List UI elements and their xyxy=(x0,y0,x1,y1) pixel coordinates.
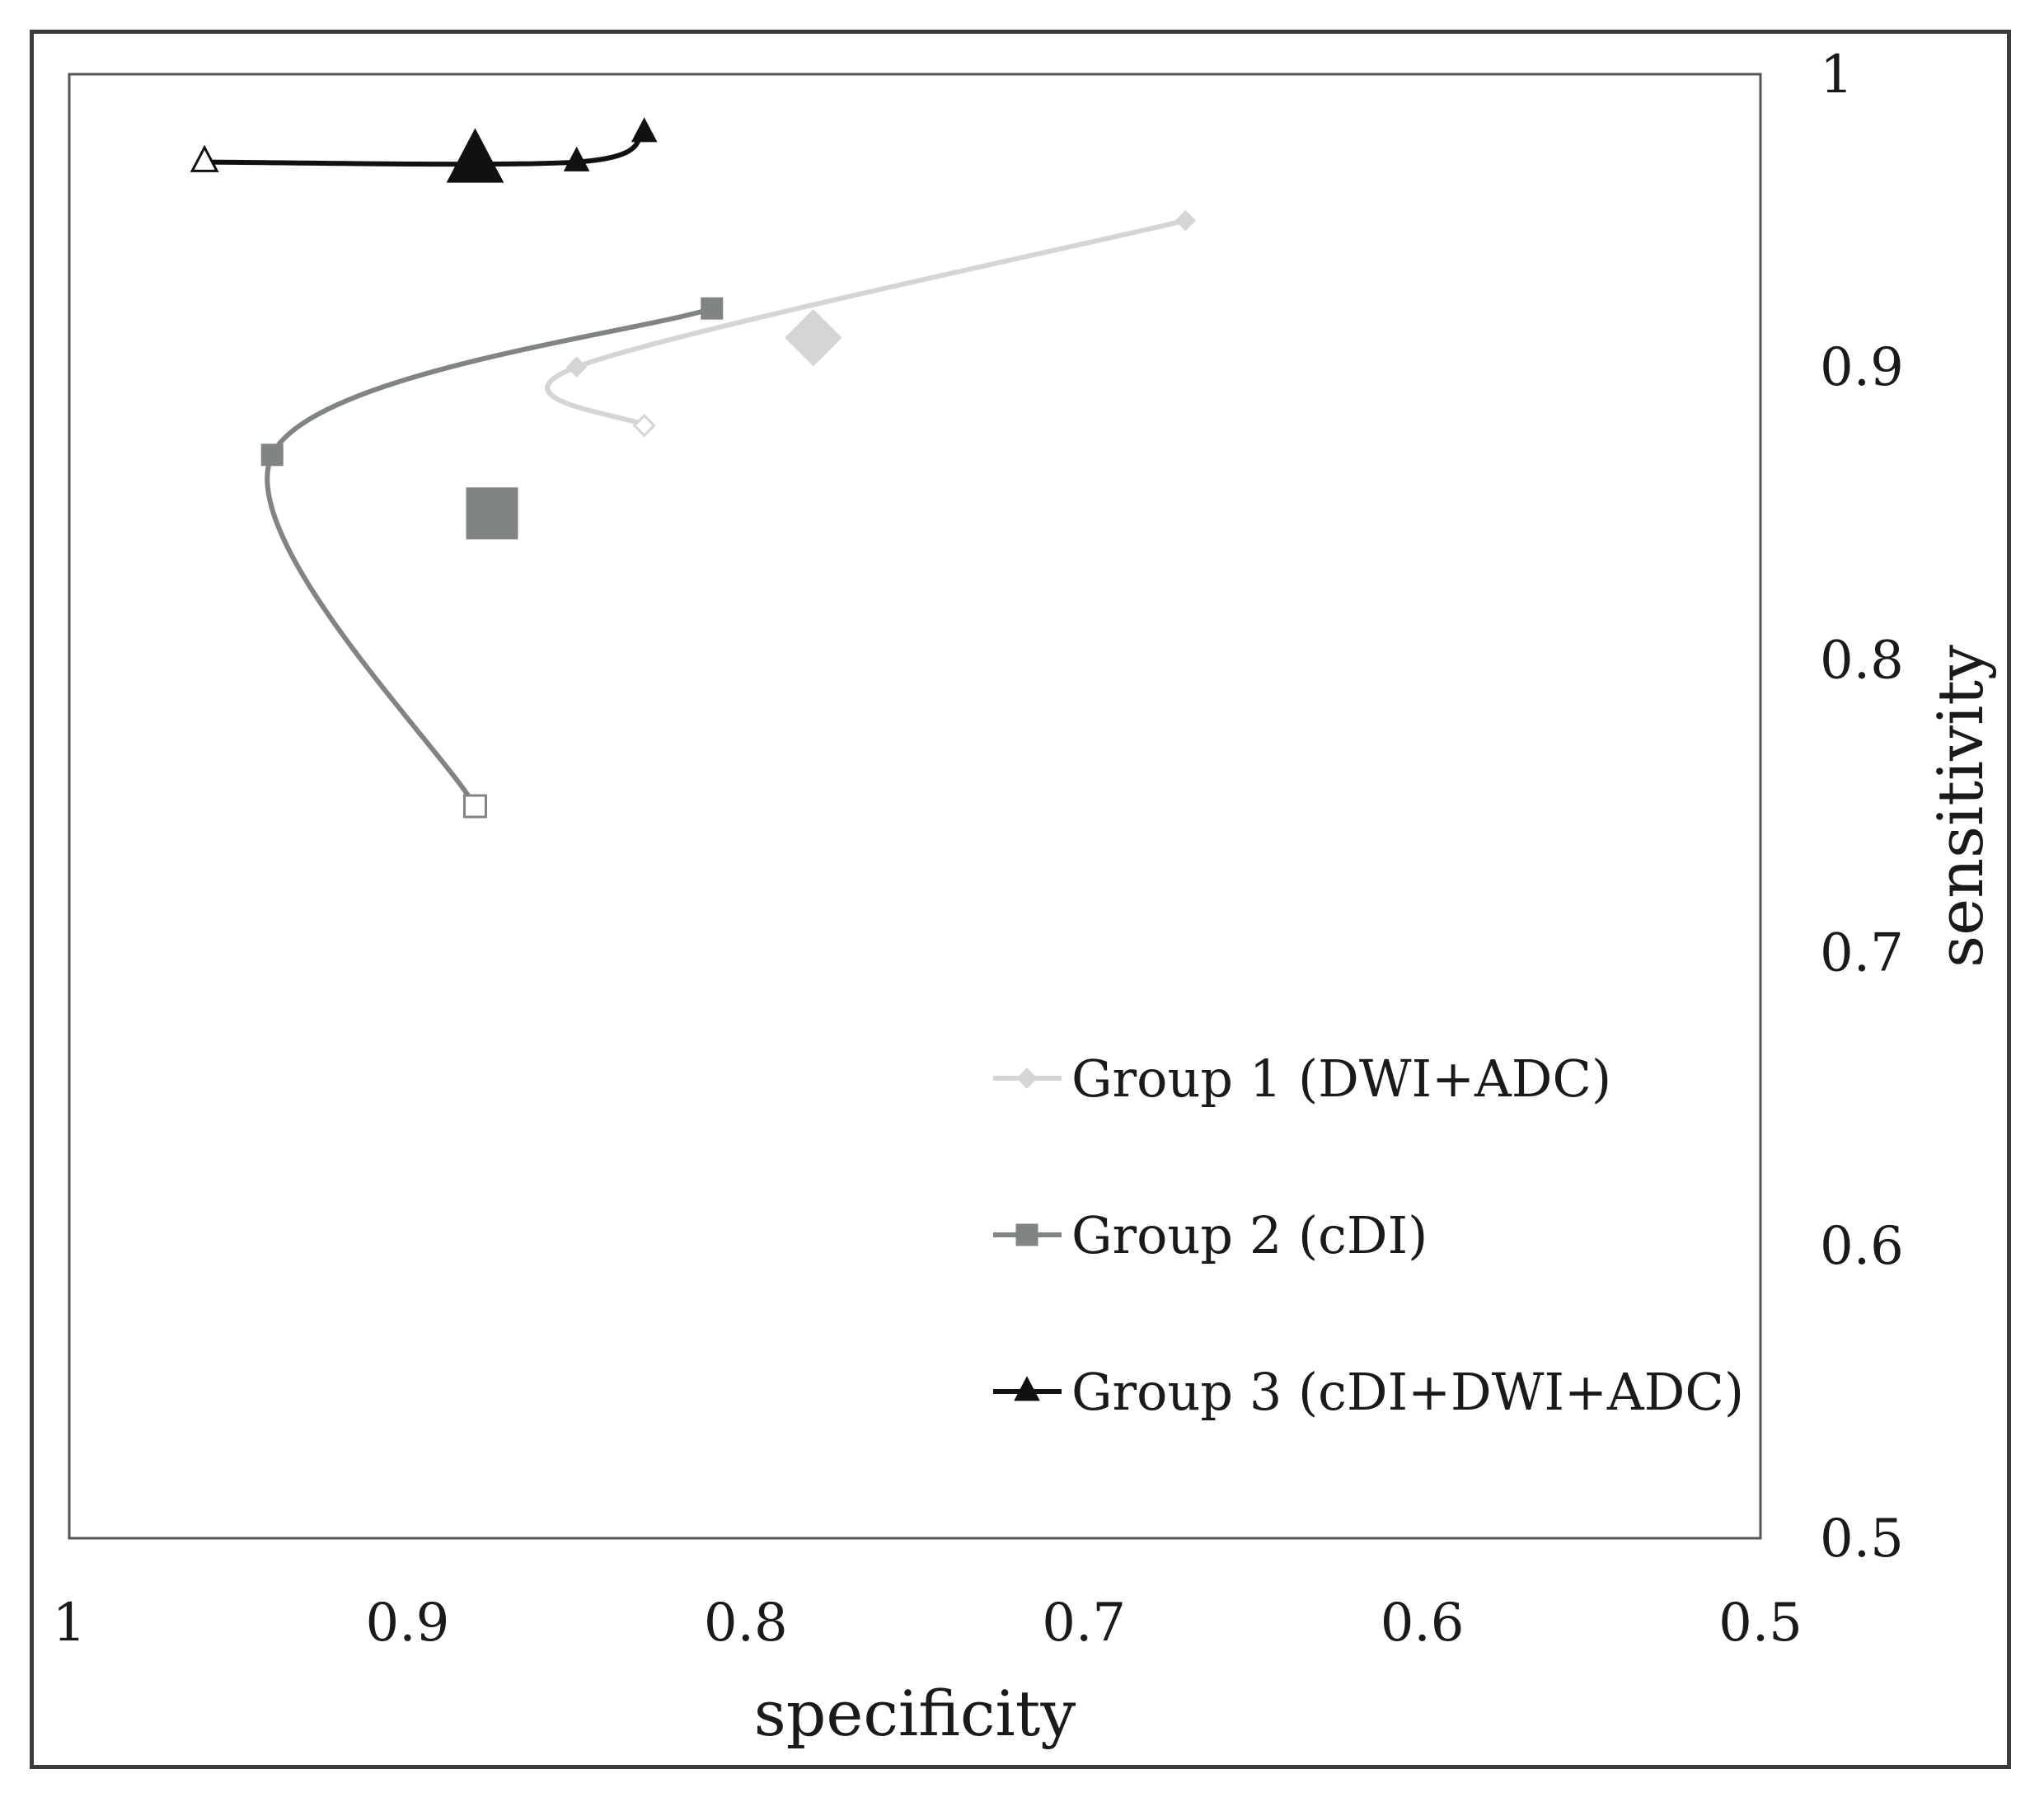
summary-point xyxy=(466,487,518,540)
x-tick-label: 0.8 xyxy=(704,1593,788,1654)
summary-point xyxy=(446,128,504,183)
y-tick-label: 0.6 xyxy=(1820,1216,1904,1277)
legend-swatch-marker xyxy=(1015,1223,1038,1246)
y-tick-label: 0.5 xyxy=(1820,1509,1904,1570)
legend-label: Group 3 (cDI+DWI+ADC) xyxy=(1071,1362,1744,1422)
legend-label: Group 1 (DWI+ADC) xyxy=(1071,1049,1611,1109)
x-tick-label: 0.7 xyxy=(1042,1593,1126,1654)
x-tick-label: 0.5 xyxy=(1718,1593,1803,1654)
figure-frame xyxy=(30,30,2011,1769)
y-tick-label: 0.7 xyxy=(1820,923,1904,984)
legend-entry: Group 1 (DWI+ADC) xyxy=(993,1049,1611,1109)
legend: Group 1 (DWI+ADC) Group 2 (cDI) Group 3 (c… xyxy=(993,1049,1744,1422)
legend-entry: Group 3 (cDI+DWI+ADC) xyxy=(993,1362,1744,1422)
series-group xyxy=(260,297,724,819)
data-point xyxy=(701,297,724,320)
x-axis-label: specificity xyxy=(754,1677,1076,1750)
x-tick-label: 0.6 xyxy=(1381,1593,1465,1654)
data-point xyxy=(563,146,590,171)
series-line xyxy=(202,130,647,167)
data-point xyxy=(565,356,588,378)
y-tick-label: 0.9 xyxy=(1820,337,1904,398)
legend-swatch-marker xyxy=(1014,1376,1040,1401)
data-point xyxy=(260,443,284,467)
series-line xyxy=(545,218,1188,429)
series-layer xyxy=(190,117,1197,819)
y-tick-label: 0.8 xyxy=(1820,630,1904,691)
legend-label: Group 2 (cDI) xyxy=(1071,1205,1428,1265)
x-tick-label: 0.9 xyxy=(366,1593,450,1654)
series-group xyxy=(545,209,1197,438)
data-point xyxy=(190,144,219,172)
legend-entry: Group 2 (cDI) xyxy=(993,1205,1428,1265)
data-point xyxy=(632,414,656,438)
data-point xyxy=(462,794,487,819)
plot-area xyxy=(68,73,1762,1540)
x-tick-label: 1 xyxy=(53,1593,87,1654)
data-point xyxy=(1174,209,1197,232)
data-point xyxy=(631,117,658,143)
y-tick-label: 1 xyxy=(1820,45,1854,106)
x-axis-ticks: 1 0.9 0.8 0.7 0.6 0.5 xyxy=(53,1593,1803,1654)
series-line xyxy=(265,306,715,809)
series-group xyxy=(190,117,658,183)
summary-point xyxy=(785,308,842,367)
legend-swatch-marker xyxy=(1016,1068,1038,1089)
y-axis-label: sensitivity xyxy=(1924,645,1997,968)
y-axis-ticks: 1 0.9 0.8 0.7 0.6 0.5 xyxy=(1820,45,1904,1570)
